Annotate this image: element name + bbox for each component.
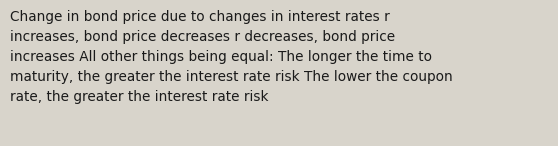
Text: Change in bond price due to changes in interest rates r
increases, bond price de: Change in bond price due to changes in i…: [10, 10, 453, 104]
